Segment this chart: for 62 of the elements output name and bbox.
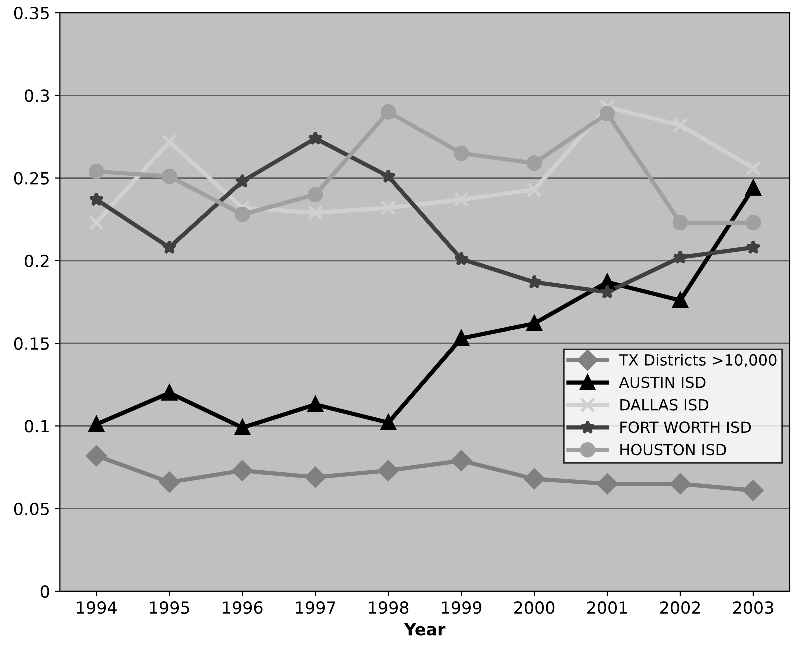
point xyxy=(159,472,180,493)
point xyxy=(381,168,396,184)
point xyxy=(162,240,177,254)
point xyxy=(89,192,104,206)
point xyxy=(451,450,472,472)
point xyxy=(743,480,764,501)
point xyxy=(526,156,542,172)
point xyxy=(89,416,104,432)
point xyxy=(308,397,324,412)
point xyxy=(162,168,178,184)
point xyxy=(234,207,250,222)
point xyxy=(454,146,470,162)
y-tick-label: 0.25 xyxy=(14,172,49,185)
x-tick-label: 1997 xyxy=(296,602,336,614)
x-tick-label: 1996 xyxy=(223,602,263,614)
point xyxy=(597,474,618,494)
x-tick-label: 1994 xyxy=(77,602,117,614)
y-tick-label: 0.15 xyxy=(14,338,49,350)
y-tick-label: 0.35 xyxy=(14,6,49,20)
x-tick-label: 2002 xyxy=(660,602,700,614)
x-tick-label: 2003 xyxy=(733,602,774,614)
point xyxy=(232,460,253,482)
point xyxy=(670,474,691,494)
point xyxy=(600,106,616,122)
legend-label: DALLAS ISD xyxy=(620,399,709,411)
point xyxy=(672,215,688,231)
point xyxy=(746,215,762,231)
legend-label: TX Districts >10,000 xyxy=(619,354,777,368)
point xyxy=(86,446,107,466)
point xyxy=(378,460,399,482)
x-tick-label: 1995 xyxy=(150,602,190,614)
point xyxy=(600,284,615,299)
point xyxy=(234,420,250,436)
point xyxy=(162,386,178,401)
point xyxy=(672,292,688,308)
y-tick-label: 0 xyxy=(40,585,50,598)
legend-label: FORT WORTH ISD xyxy=(620,422,752,434)
point xyxy=(305,467,326,488)
x-tick-label: 1999 xyxy=(442,602,482,614)
legend-label: HOUSTON ISD xyxy=(620,444,726,456)
y-tick-label: 0.2 xyxy=(25,254,49,268)
point xyxy=(746,180,762,196)
legend-label: AUSTIN ISD xyxy=(619,376,706,388)
x-tick-label: 1998 xyxy=(369,602,409,614)
point xyxy=(524,468,545,490)
y-tick-label: 0.05 xyxy=(14,502,49,516)
point xyxy=(380,104,396,120)
point xyxy=(673,250,688,264)
point xyxy=(235,174,250,188)
point xyxy=(746,240,761,254)
point xyxy=(526,316,542,332)
point xyxy=(308,187,324,202)
x-tick-label: 2000 xyxy=(514,602,555,614)
point xyxy=(454,252,469,266)
point xyxy=(454,330,470,346)
x-tick-label: 2001 xyxy=(588,602,628,614)
point xyxy=(89,164,104,180)
y-tick-label: 0.1 xyxy=(25,420,49,433)
x-axis-title: Year xyxy=(404,623,446,636)
point xyxy=(308,130,323,146)
y-tick-label: 0.3 xyxy=(25,90,50,102)
point xyxy=(380,415,396,431)
